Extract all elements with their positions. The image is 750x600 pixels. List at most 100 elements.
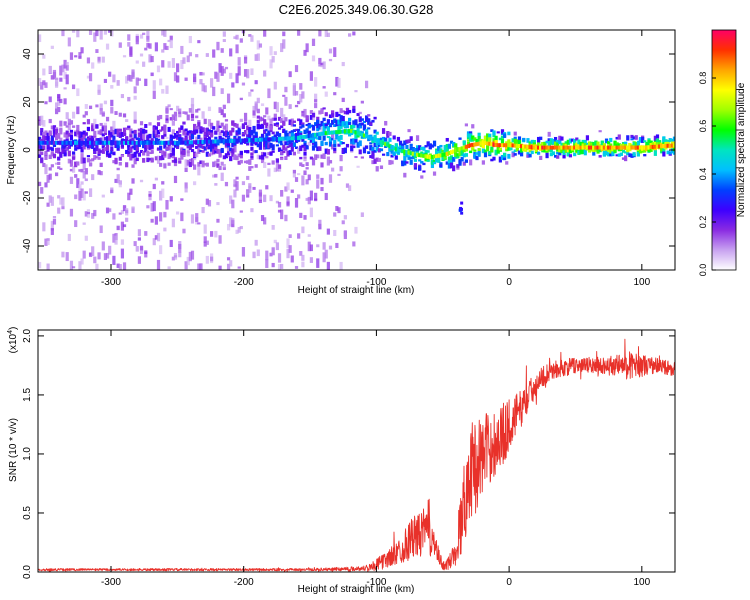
spectrogram-cell — [246, 125, 250, 131]
spectrogram-cell — [670, 138, 674, 143]
colorbar-tick-label: 0.4 — [698, 168, 708, 181]
spectrogram-cell — [197, 126, 201, 130]
spectrogram-cell — [418, 159, 422, 162]
spectrogram-cell — [496, 149, 500, 154]
spectrogram-cell — [271, 225, 275, 230]
spectrogram-cell — [358, 122, 362, 129]
spectrogram-cell — [167, 61, 171, 68]
spectrogram-cell — [48, 167, 52, 171]
spectrogram-cell — [260, 137, 265, 142]
spectrogram-cell — [522, 144, 526, 149]
spectrogram-cell — [473, 153, 477, 159]
spectrogram-cell — [65, 138, 69, 143]
spectrogram-cell — [545, 152, 549, 159]
spectrogram-cell — [54, 140, 59, 145]
spectrogram-cell — [84, 211, 88, 217]
spectrogram-cell — [371, 154, 375, 159]
spectrogram-cell — [133, 111, 137, 121]
spectrogram-cell — [666, 150, 670, 155]
spectrogram-cell — [154, 235, 158, 240]
spectrogram-cell — [643, 154, 647, 157]
spectrogram-cell — [360, 212, 364, 217]
spectrogram-cell — [59, 151, 63, 158]
spectrogram-cell — [375, 141, 379, 146]
spectrogram-cell — [288, 136, 292, 141]
spectrogram-cell — [74, 161, 78, 168]
spectrogram-cell — [388, 159, 392, 165]
spectrogram-cell — [320, 187, 324, 192]
spectrogram-cell — [212, 174, 216, 178]
spectrogram-cell — [503, 152, 507, 157]
spectrogram-cell — [101, 126, 105, 132]
spectrogram-cell — [214, 230, 218, 238]
spectrogram-cell — [212, 126, 216, 130]
spectrogram-cell — [288, 104, 292, 109]
spectrogram-cell — [233, 122, 237, 127]
spectrogram-cell — [59, 98, 63, 104]
spectrogram-cell — [360, 122, 364, 126]
spectrogram-cell — [630, 145, 634, 150]
spectrogram-cell — [199, 149, 203, 153]
spectrogram-cell — [120, 144, 125, 148]
spectrogram-cell — [670, 143, 674, 148]
spectrogram-cell — [328, 58, 333, 62]
spectrogram-cell — [373, 150, 377, 153]
spectrogram-cell — [503, 143, 507, 148]
spectrogram-cell — [42, 120, 46, 127]
spectrogram-cell — [184, 128, 188, 132]
spectrogram-cell — [305, 197, 309, 201]
spectrogram-cell — [379, 148, 384, 152]
spectrogram-cell — [545, 140, 549, 144]
spectrogram-cell — [203, 163, 207, 166]
spectrogram-cell — [320, 126, 324, 135]
spectrogram-cell — [343, 121, 347, 124]
spectrogram-cell — [643, 140, 647, 143]
spectrogram-cell — [311, 142, 316, 145]
spectrogram-cell — [199, 140, 203, 145]
spectrogram-cell — [280, 107, 284, 117]
spectrogram-cell — [530, 145, 534, 150]
spectrogram-cell — [150, 140, 154, 145]
spectrogram-cell — [420, 146, 424, 151]
spectrogram-cell — [294, 65, 299, 73]
spectrogram-cell — [97, 140, 101, 145]
spectrogram-cell — [373, 158, 377, 164]
spectrogram-cell — [422, 146, 426, 151]
spectrogram-cell — [52, 133, 57, 138]
spectrogram-cell — [84, 132, 88, 136]
spectrogram-cell — [203, 131, 207, 138]
spectrogram-cell — [392, 146, 396, 151]
spectrogram-cell — [672, 143, 675, 148]
spectrogram-cell — [214, 130, 218, 135]
spectrogram-x-tick-label: -100 — [366, 277, 386, 288]
spectrogram-cell — [246, 190, 250, 195]
spectrogram-cell — [314, 99, 318, 103]
spectrogram-cell — [573, 145, 577, 150]
spectrogram-cell — [477, 148, 481, 152]
spectrogram-cell — [69, 260, 74, 270]
spectrogram-cell — [65, 147, 69, 151]
spectrogram-cell — [63, 144, 67, 149]
spectrogram-cell — [288, 150, 292, 156]
spectrogram-cell — [358, 140, 362, 147]
spectrogram-cell — [84, 104, 88, 109]
spectrogram-cell — [343, 111, 347, 115]
spectrogram-cell — [619, 152, 623, 155]
spectrogram-cell — [352, 124, 356, 129]
spectrogram-cell — [59, 128, 63, 135]
spectrogram-cell — [108, 30, 112, 33]
spectrogram-cell — [139, 130, 144, 136]
spectrogram-cell — [195, 213, 199, 222]
spectrogram-cell — [575, 148, 579, 153]
spectrogram-cell — [318, 134, 322, 141]
spectrogram-cell — [483, 149, 488, 153]
spectrogram-cell — [252, 138, 256, 143]
spectrogram-cell — [305, 124, 309, 127]
spectrogram-cell — [314, 192, 318, 201]
spectrogram-cell — [50, 75, 54, 80]
spectrogram-cell — [352, 138, 356, 145]
spectrogram-cell — [139, 150, 144, 154]
spectrogram-cell — [479, 139, 483, 143]
spectrogram-cell — [150, 55, 154, 63]
spectrogram-cell — [280, 43, 284, 53]
